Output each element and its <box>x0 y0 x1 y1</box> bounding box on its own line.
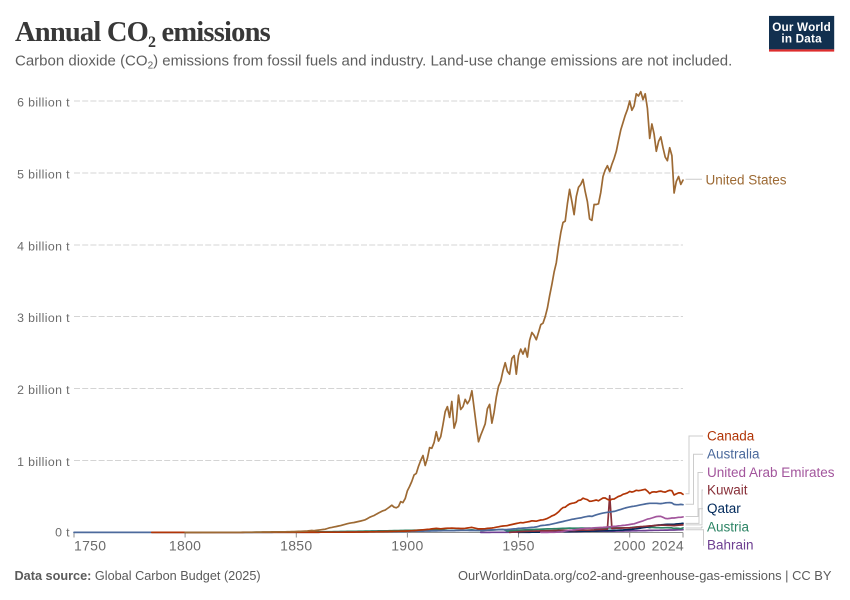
svg-text:0 t: 0 t <box>55 526 70 540</box>
svg-text:Kuwait: Kuwait <box>707 482 748 497</box>
svg-text:Carbon dioxide (CO2) emissions: Carbon dioxide (CO2) emissions from foss… <box>15 53 732 72</box>
svg-text:2024: 2024 <box>652 538 684 554</box>
svg-text:United States: United States <box>706 172 787 187</box>
svg-text:6 billion t: 6 billion t <box>17 95 70 109</box>
svg-text:OurWorldinData.org/co2-and-gre: OurWorldinData.org/co2-and-greenhouse-ga… <box>458 568 832 583</box>
svg-text:2 billion t: 2 billion t <box>17 383 70 397</box>
svg-text:Austria: Austria <box>707 519 750 534</box>
svg-text:1850: 1850 <box>280 538 312 554</box>
svg-text:in Data: in Data <box>781 33 822 46</box>
svg-text:Annual CO2 emissions: Annual CO2 emissions <box>15 17 271 51</box>
svg-text:United Arab Emirates: United Arab Emirates <box>707 465 835 480</box>
svg-text:1950: 1950 <box>502 538 534 554</box>
svg-text:5 billion t: 5 billion t <box>17 167 70 181</box>
svg-text:1750: 1750 <box>74 538 106 554</box>
svg-text:1800: 1800 <box>169 538 201 554</box>
svg-text:4 billion t: 4 billion t <box>17 239 70 253</box>
svg-text:Data source: Global Carbon Bud: Data source: Global Carbon Budget (2025) <box>15 569 261 583</box>
svg-text:1900: 1900 <box>391 538 423 554</box>
svg-text:3 billion t: 3 billion t <box>17 311 70 325</box>
svg-text:Qatar: Qatar <box>707 501 741 516</box>
svg-text:Canada: Canada <box>707 428 755 443</box>
svg-text:1 billion t: 1 billion t <box>17 455 70 469</box>
svg-text:2000: 2000 <box>614 538 646 554</box>
svg-text:Bahrain: Bahrain <box>707 538 754 553</box>
svg-text:Australia: Australia <box>707 447 760 462</box>
svg-text:Our World: Our World <box>772 21 831 34</box>
